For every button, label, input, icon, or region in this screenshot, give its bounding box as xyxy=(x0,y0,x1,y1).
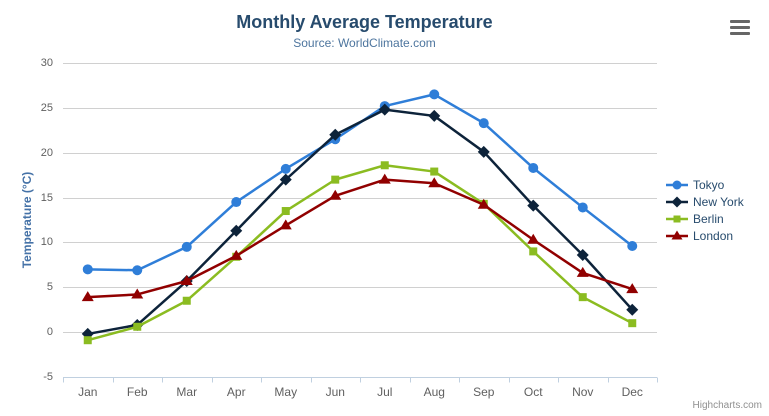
data-point-tokyo[interactable] xyxy=(577,202,588,213)
data-point-london[interactable] xyxy=(428,177,441,188)
y-axis-label: 15 xyxy=(40,191,53,204)
data-point-london[interactable] xyxy=(180,275,193,286)
legend-marker[interactable] xyxy=(672,180,682,189)
data-point-new-york[interactable] xyxy=(230,224,243,237)
x-axis-label: Jan xyxy=(78,385,98,399)
x-axis-label: Aug xyxy=(423,385,445,399)
chart-subtitle: Source: WorldClimate.com xyxy=(293,36,436,50)
legend-item-new-york[interactable]: New York xyxy=(666,193,744,210)
export-menu-button[interactable] xyxy=(727,17,755,41)
data-point-tokyo[interactable] xyxy=(132,265,143,276)
x-axis-label: Apr xyxy=(226,385,246,399)
data-point-tokyo[interactable] xyxy=(181,241,192,252)
data-point-berlin[interactable] xyxy=(133,322,142,331)
data-point-tokyo[interactable] xyxy=(82,264,93,275)
data-point-london[interactable] xyxy=(378,173,391,184)
data-point-berlin[interactable] xyxy=(628,319,637,328)
legend-marker-icon-diamond xyxy=(666,196,688,207)
x-axis-label: Jul xyxy=(377,385,393,399)
y-axis-label: 20 xyxy=(40,146,53,159)
data-point-new-york[interactable] xyxy=(279,173,292,186)
data-point-berlin[interactable] xyxy=(83,336,92,345)
data-point-tokyo[interactable] xyxy=(528,162,539,173)
data-point-london[interactable] xyxy=(81,291,94,302)
x-axis-label: Jun xyxy=(325,385,345,399)
x-axis-label: Feb xyxy=(126,385,148,399)
data-point-new-york[interactable] xyxy=(378,103,391,116)
data-point-new-york[interactable] xyxy=(527,199,540,212)
x-axis-label: Oct xyxy=(523,385,543,399)
data-point-tokyo[interactable] xyxy=(478,118,489,129)
legend-label: New York xyxy=(693,194,744,209)
x-axis-label: May xyxy=(274,385,298,399)
data-point-new-york[interactable] xyxy=(428,109,441,122)
data-point-london[interactable] xyxy=(477,198,490,209)
y-axis-label: 5 xyxy=(46,281,53,294)
legend-item-berlin[interactable]: Berlin xyxy=(666,210,744,227)
data-point-new-york[interactable] xyxy=(576,248,589,261)
series-line-new-york[interactable] xyxy=(86,108,634,336)
data-point-london[interactable] xyxy=(131,288,144,299)
x-axis-label: Dec xyxy=(621,385,643,399)
x-axis-label: Sep xyxy=(473,385,495,399)
chart-title: Monthly Average Temperature xyxy=(236,12,493,32)
x-axis-label: Nov xyxy=(572,385,594,399)
data-point-berlin[interactable] xyxy=(578,293,587,302)
data-point-tokyo[interactable] xyxy=(231,197,242,208)
data-point-london[interactable] xyxy=(329,189,342,200)
credits-link[interactable]: Highcharts.com xyxy=(692,400,762,411)
legend-marker-icon-triangle xyxy=(666,230,688,239)
y-axis-label: -5 xyxy=(43,371,53,383)
data-point-new-york[interactable] xyxy=(626,303,639,316)
y-axis-label: 10 xyxy=(40,236,53,249)
y-axis-label: 30 xyxy=(40,57,53,69)
data-point-berlin[interactable] xyxy=(281,207,290,216)
legend-item-tokyo[interactable]: Tokyo xyxy=(666,176,744,193)
legend-label: Tokyo xyxy=(693,177,725,192)
legend-label: London xyxy=(693,228,734,243)
data-point-berlin[interactable] xyxy=(380,161,389,170)
legend-item-london[interactable]: London xyxy=(666,227,744,244)
legend-marker[interactable] xyxy=(671,196,683,207)
data-point-new-york[interactable] xyxy=(329,128,342,141)
data-point-berlin[interactable] xyxy=(430,167,439,176)
data-point-berlin[interactable] xyxy=(182,296,191,305)
series-line-berlin[interactable] xyxy=(86,164,634,342)
legend-marker[interactable] xyxy=(673,215,681,222)
legend: Tokyo New York Berlin London xyxy=(666,176,744,244)
x-axis-label: Mar xyxy=(176,385,198,399)
hamburger-icon xyxy=(730,20,750,35)
data-point-tokyo[interactable] xyxy=(627,241,638,252)
legend-marker[interactable] xyxy=(671,230,683,239)
y-axis-label: 25 xyxy=(40,101,53,114)
series-line-london[interactable] xyxy=(86,178,634,299)
data-point-london[interactable] xyxy=(527,233,540,244)
data-point-tokyo[interactable] xyxy=(429,89,440,100)
data-point-berlin[interactable] xyxy=(529,247,538,256)
y-axis-label: 0 xyxy=(46,326,53,339)
legend-marker-icon-circle xyxy=(666,180,688,189)
series-line-tokyo[interactable] xyxy=(86,93,634,272)
data-point-london[interactable] xyxy=(279,219,292,230)
data-point-london[interactable] xyxy=(576,266,589,277)
legend-label: Berlin xyxy=(693,211,724,226)
data-point-london[interactable] xyxy=(626,283,639,294)
data-point-london[interactable] xyxy=(230,249,243,260)
data-point-tokyo[interactable] xyxy=(280,163,291,174)
legend-marker-icon-square xyxy=(666,215,688,222)
data-point-berlin[interactable] xyxy=(331,175,340,184)
data-point-new-york[interactable] xyxy=(477,145,490,158)
